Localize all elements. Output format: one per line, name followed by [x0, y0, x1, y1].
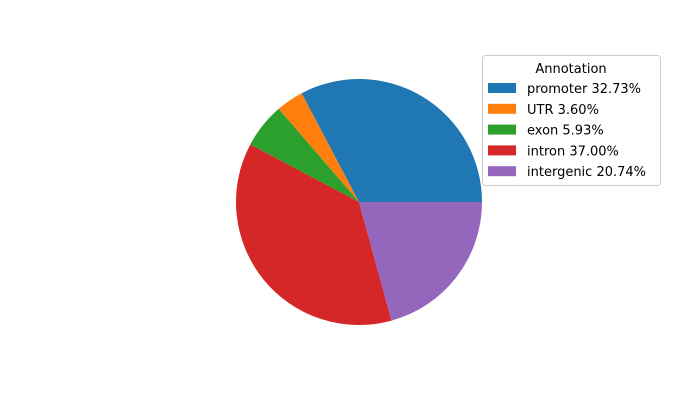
legend-label: exon 5.93%	[527, 124, 604, 139]
pie-slices	[236, 79, 482, 325]
legend-label: UTR 3.60%	[527, 103, 599, 118]
legend-swatch	[488, 83, 516, 93]
legend-label: promoter 32.73%	[527, 82, 641, 97]
legend-frame	[482, 55, 661, 186]
legend-label: intron 37.00%	[527, 144, 619, 159]
legend-title: Annotation	[535, 62, 606, 77]
pie-slice-promoter	[301, 79, 482, 202]
legend-swatch	[488, 124, 516, 135]
pie-slice-intron	[236, 144, 392, 325]
legend: Annotation promoter 32.73% UTR 3.60% exon …	[482, 55, 661, 186]
legend-label: intergenic 20.74%	[527, 165, 646, 180]
legend-swatch	[488, 145, 516, 156]
pie-slice-intergenic	[359, 202, 482, 321]
legend-swatch	[488, 103, 516, 114]
pie-slice-exon	[250, 108, 359, 202]
legend-swatch	[488, 166, 516, 177]
pie-slice-utr	[278, 93, 359, 202]
